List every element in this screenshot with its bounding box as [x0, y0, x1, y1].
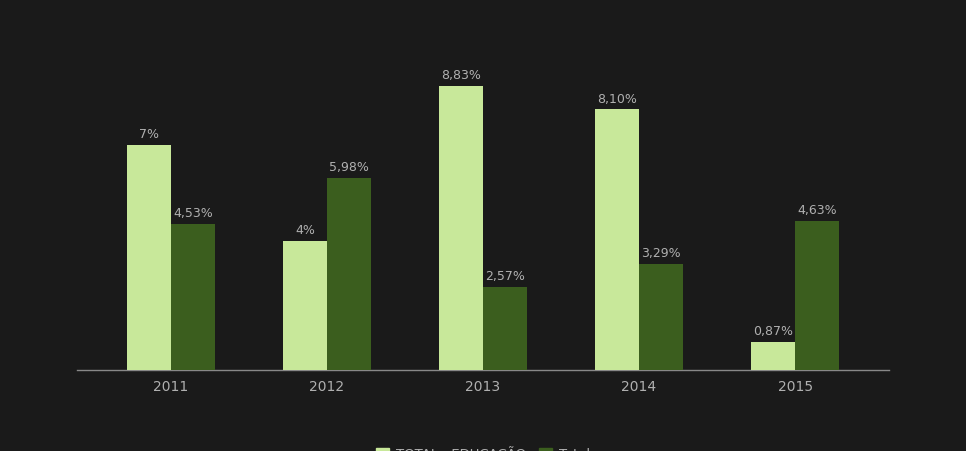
Bar	[483, 287, 526, 370]
Text: 8,83%: 8,83%	[441, 69, 481, 82]
Bar	[283, 241, 327, 370]
Bar	[795, 221, 838, 370]
Text: 4,63%: 4,63%	[797, 204, 837, 217]
Bar	[639, 264, 683, 370]
Text: 5,98%: 5,98%	[328, 161, 369, 174]
Text: 3,29%: 3,29%	[641, 247, 681, 260]
Bar	[128, 145, 171, 370]
Legend: TOTAL - EDUCAÇÃO, Total: TOTAL - EDUCAÇÃO, Total	[369, 439, 597, 451]
Text: 0,87%: 0,87%	[753, 325, 793, 338]
Bar	[595, 110, 639, 370]
Bar	[327, 178, 371, 370]
Bar	[171, 224, 214, 370]
Text: 4%: 4%	[296, 224, 315, 237]
Text: 7%: 7%	[139, 128, 159, 141]
Text: 2,57%: 2,57%	[485, 270, 525, 283]
Text: 8,10%: 8,10%	[597, 92, 638, 106]
Text: 4,53%: 4,53%	[173, 207, 213, 220]
Bar	[440, 86, 483, 370]
Bar	[752, 342, 795, 370]
